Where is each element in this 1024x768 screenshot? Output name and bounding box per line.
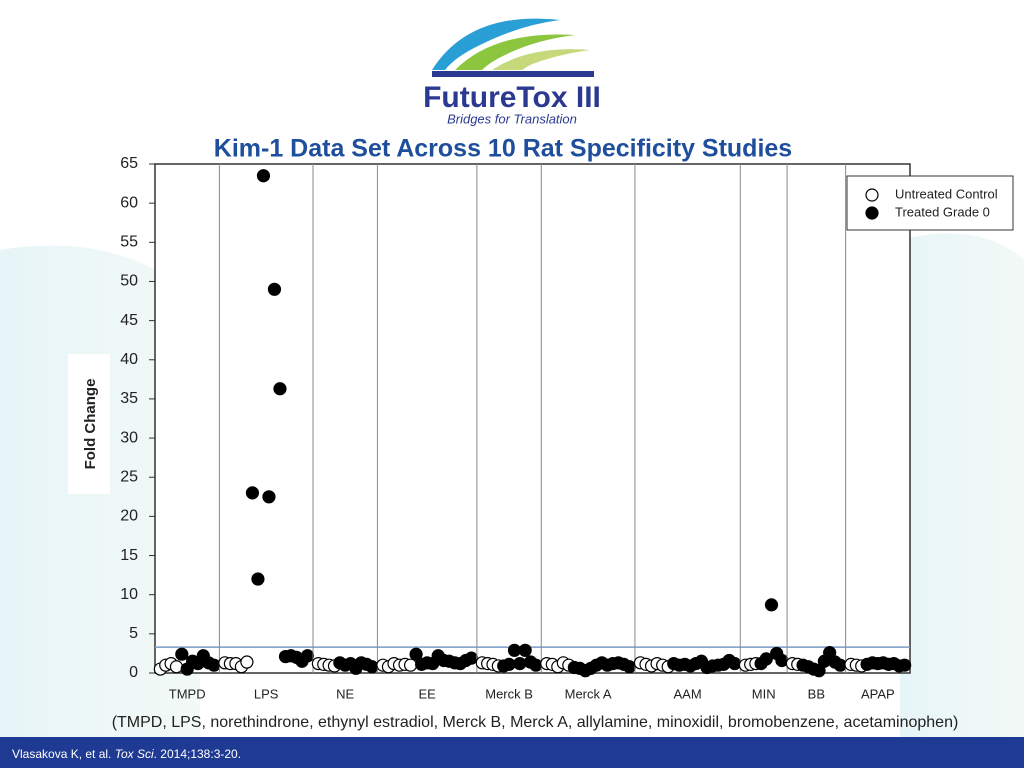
caption: (TMPD, LPS, norethindrone, ethynyl estra… [112, 714, 959, 731]
x-tick-label: BB [808, 686, 825, 701]
footer: Vlasakova K, et al. Tox Sci. 2014;138:3-… [12, 747, 241, 761]
point [529, 658, 543, 672]
y-tick-label: 20 [120, 508, 138, 525]
logo-tagline: Bridges for Translation [447, 111, 577, 126]
y-tick-label: 0 [129, 664, 138, 681]
x-tick-label: EE [418, 686, 436, 701]
legend-marker [865, 206, 879, 220]
point [169, 660, 184, 674]
point [464, 651, 478, 665]
point [300, 649, 315, 663]
x-tick-label: TMPD [169, 686, 206, 701]
x-tick-label: Merck A [565, 686, 612, 701]
chart-title: Kim-1 Data Set Across 10 Rat Specificity… [214, 135, 792, 163]
footer-bar [0, 737, 1024, 768]
y-tick-label: 30 [120, 429, 138, 446]
y-tick-label: 50 [120, 273, 138, 290]
point [262, 490, 276, 504]
point [273, 382, 287, 396]
legend-marker [865, 188, 879, 202]
x-tick-label: LPS [254, 686, 279, 701]
logo-arc [492, 49, 590, 70]
y-axis-label: Fold Change [82, 379, 99, 470]
y-tick-label: 35 [120, 390, 138, 407]
footer-text: Vlasakova K, et al. [12, 747, 115, 761]
y-tick-label: 10 [120, 586, 138, 603]
point [764, 598, 779, 612]
x-tick-label: Merck B [485, 686, 533, 701]
y-tick-label: 55 [120, 234, 138, 251]
y-tick-label: 5 [129, 625, 138, 642]
point [728, 657, 742, 671]
point [759, 652, 773, 666]
point [513, 657, 527, 671]
background-shape [0, 245, 200, 768]
point [267, 282, 282, 296]
x-tick-label: MIN [752, 686, 776, 701]
plot-area [154, 163, 911, 674]
legend-box [846, 175, 1014, 231]
logo-arc [455, 34, 575, 70]
footer-text: Tox Sci [115, 747, 154, 761]
y-tick-label: 60 [120, 194, 138, 211]
logo: FutureTox III Bridges for Translation [423, 18, 601, 126]
point [365, 660, 379, 674]
point [240, 655, 254, 669]
point [409, 647, 423, 661]
point [175, 647, 189, 661]
point [403, 658, 418, 672]
background-shape [900, 233, 1024, 768]
point [251, 572, 265, 586]
y-tick-label: 65 [120, 155, 138, 172]
point [245, 486, 260, 500]
legend-label: Treated Grade 0 [895, 204, 990, 219]
y-tick-label: 45 [120, 312, 138, 329]
point [256, 169, 271, 183]
logo-arc [432, 18, 560, 70]
point [898, 658, 912, 672]
logo-name: FutureTox III [423, 81, 601, 114]
x-tick-label: NE [336, 686, 354, 701]
y-tick-label: 25 [120, 468, 138, 485]
logo-bar [432, 71, 594, 77]
x-tick-label: APAP [861, 686, 895, 701]
legend-label: Untreated Control [895, 186, 998, 201]
y-label-box [68, 354, 110, 494]
y-tick-label: 40 [120, 351, 138, 368]
y-tick-label: 15 [120, 547, 138, 564]
point [518, 643, 532, 657]
x-tick-label: AAM [674, 686, 702, 701]
footer-text: . 2014;138:3-20. [154, 747, 241, 761]
point [207, 658, 221, 672]
point [622, 660, 637, 674]
